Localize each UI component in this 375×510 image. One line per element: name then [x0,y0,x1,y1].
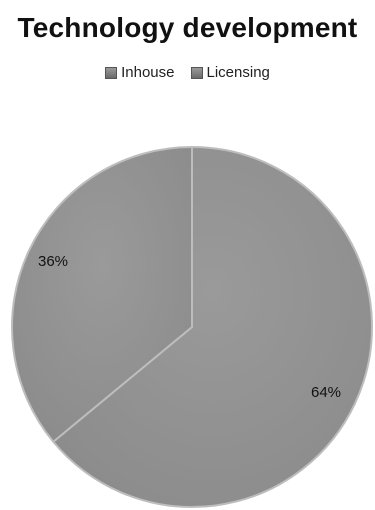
pie-slice-licensing [11,145,193,444]
slice-label-inhouse: 64% [311,384,341,401]
legend-swatch-licensing [190,66,203,79]
legend-item-licensing: Licensing [190,64,270,81]
legend-label-inhouse: Inhouse [121,64,175,81]
slice-label-licensing: 36% [38,253,68,270]
legend-swatch-inhouse [105,66,118,79]
pie-slice-inhouse [51,145,373,508]
pie-slices [11,145,373,508]
legend-label-licensing: Licensing [206,64,270,81]
pie-labels: 64% 36% [38,253,341,401]
legend-item-inhouse: Inhouse [105,64,175,81]
chart-title: Technology development [17,12,358,43]
legend: Inhouse Licensing [0,64,375,81]
